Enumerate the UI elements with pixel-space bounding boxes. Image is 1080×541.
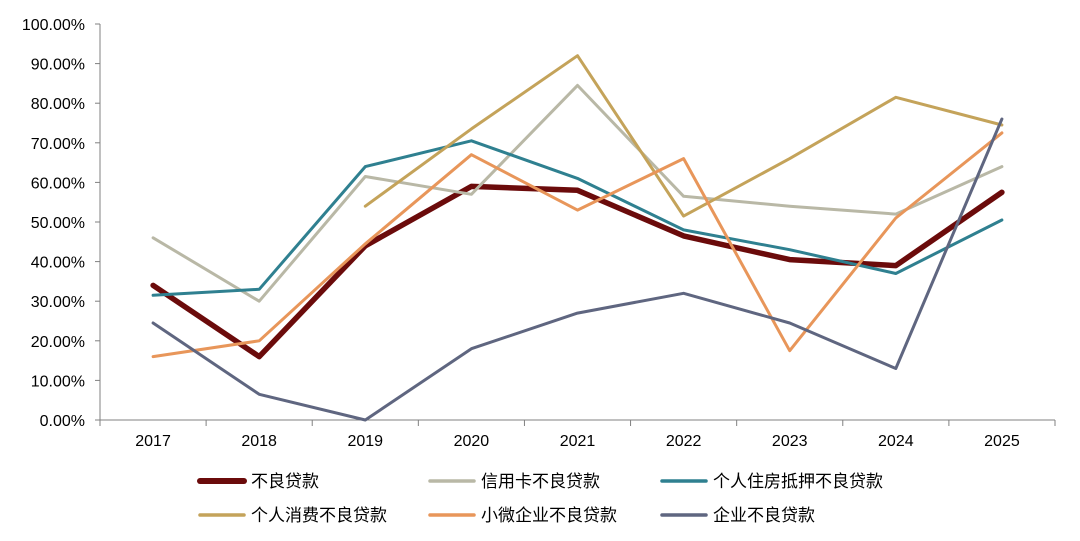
series-line-5 [151, 131, 1004, 359]
x-tick-label: 2022 [666, 433, 702, 450]
axes: 0.00% 10.00% 20.00% 30.00% 40.00% 50.00% 60.00… [22, 17, 1056, 450]
y-tick-label: 90.00% [31, 57, 85, 74]
legend-label: 信用卡不良贷款 [481, 472, 600, 492]
y-tick-label: 20.00% [31, 334, 85, 351]
x-tick-label: 2020 [454, 433, 490, 450]
y-tick-label: 50.00% [31, 215, 85, 232]
legend-label: 不良贷款 [251, 472, 319, 492]
legend-label: 企业不良贷款 [713, 506, 815, 526]
legend-label: 个人住房抵押不良贷款 [713, 472, 883, 492]
y-tick-label: 40.00% [31, 255, 85, 272]
x-tick-label: 2017 [135, 433, 171, 450]
legend-label: 个人消费不良贷款 [251, 506, 387, 526]
x-tick-label: 2025 [984, 433, 1020, 450]
legend-label: 小微企业不良贷款 [481, 506, 617, 526]
x-tick-label: 2019 [347, 433, 383, 450]
x-tick-label: 2021 [560, 433, 596, 450]
series-line-4 [363, 54, 1004, 218]
series-line-3 [151, 139, 1004, 297]
y-tick-label: 0.00% [40, 413, 85, 430]
y-tick-label: 60.00% [31, 175, 85, 192]
series-lines [150, 54, 1005, 422]
x-tick-label: 2018 [241, 433, 277, 450]
y-tick-label: 100.00% [22, 17, 85, 34]
x-tick-label: 2024 [878, 433, 914, 450]
y-tick-label: 70.00% [31, 136, 85, 153]
x-tick-label: 2023 [772, 433, 808, 450]
y-tick-label: 30.00% [31, 294, 85, 311]
series-line-6 [151, 117, 1004, 422]
series-line-2 [151, 83, 1004, 303]
y-tick-label: 10.00% [31, 373, 85, 390]
y-tick-label: 80.00% [31, 96, 85, 113]
